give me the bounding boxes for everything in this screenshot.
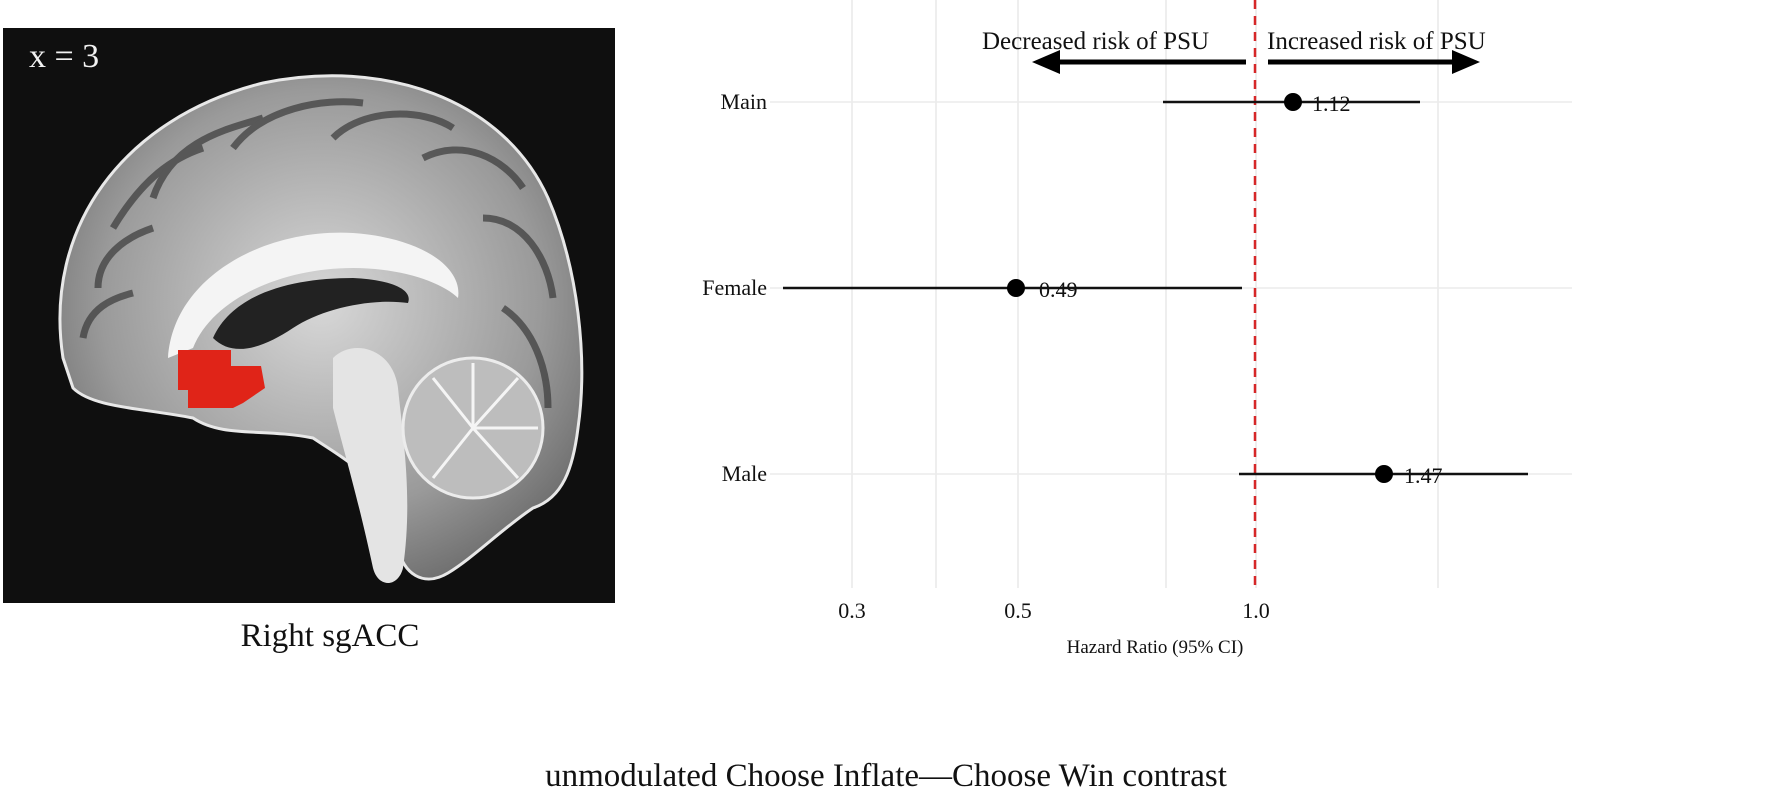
x-tick-0-3: 0.3 [838, 598, 866, 623]
hr-value-female: 0.49 [1039, 277, 1078, 302]
forest-row-male [1239, 465, 1528, 483]
point-estimate [1375, 465, 1393, 483]
arrow-right-icon [1452, 50, 1480, 74]
y-label-male: Male [721, 461, 767, 486]
figure-caption: unmodulated Choose Inflate—Choose Win co… [545, 758, 1227, 794]
brain-region-caption: Right sgACC [240, 618, 420, 654]
slice-coordinate-label: x = 3 [29, 38, 100, 75]
brain-sagittal-slice-image [58, 74, 584, 583]
hr-value-main: 1.12 [1312, 91, 1351, 116]
x-tick-1-0: 1.0 [1242, 598, 1270, 623]
direction-arrows [1032, 50, 1480, 74]
point-estimate [1284, 93, 1302, 111]
x-gridlines [851, 0, 1439, 588]
forest-plot-canvas [770, 0, 1572, 588]
y-label-main: Main [720, 89, 767, 114]
brain-mri-panel: x = 3 [3, 28, 615, 603]
forest-plot: Decreased risk of PSU Increased risk of … [640, 0, 1772, 700]
x-tick-0-5: 0.5 [1004, 598, 1032, 623]
roi-sgacc-highlight [178, 350, 265, 408]
point-estimate [1007, 279, 1025, 297]
forest-row-female [783, 279, 1242, 297]
hr-value-male: 1.47 [1404, 463, 1443, 488]
increased-risk-label: Increased risk of PSU [1267, 28, 1486, 55]
y-label-female: Female [702, 275, 767, 300]
decreased-risk-label: Decreased risk of PSU [982, 28, 1210, 55]
arrow-left-icon [1032, 50, 1060, 74]
x-axis-title: Hazard Ratio (95% CI) [1066, 637, 1244, 658]
forest-row-main [1163, 93, 1420, 111]
